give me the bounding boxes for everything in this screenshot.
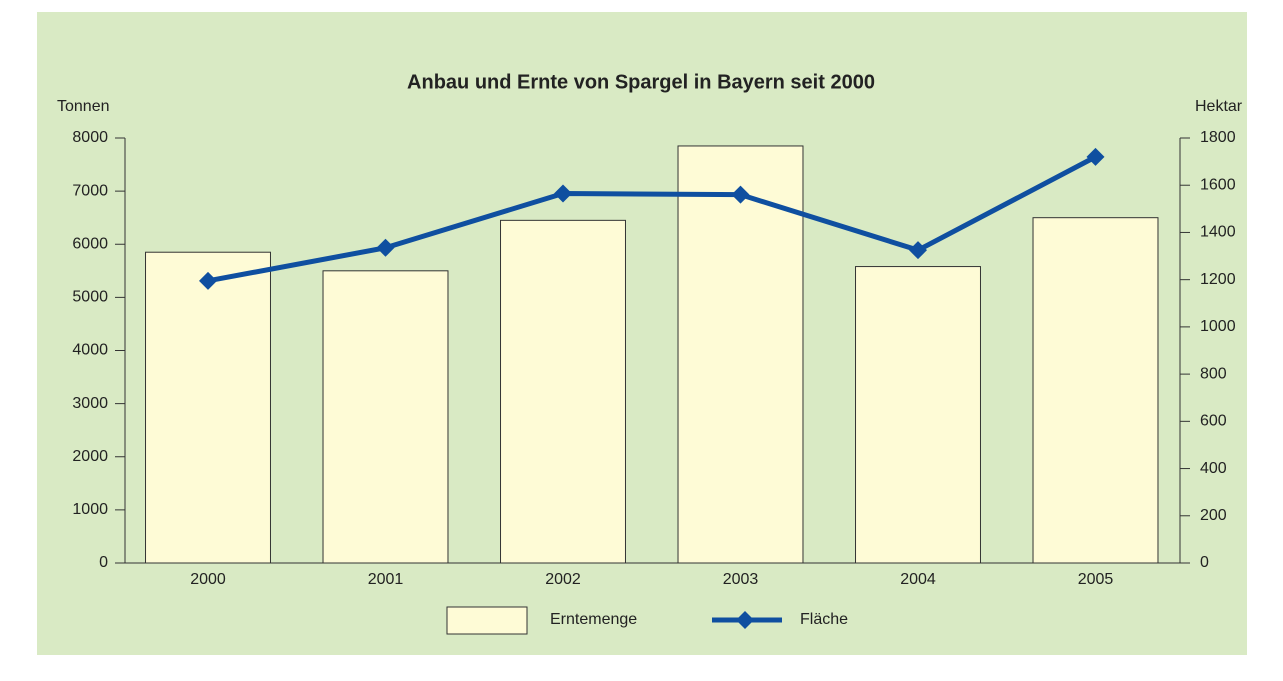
line-marker: [909, 241, 927, 260]
x-tick-label: 2002: [545, 571, 581, 588]
bar: [1032, 217, 1159, 564]
bar: [855, 266, 981, 564]
x-tick-label: 2003: [723, 571, 759, 588]
y2-tick-label: 1400: [1200, 224, 1236, 241]
y-tick-label: 2000: [72, 448, 108, 465]
legend-marker: [736, 611, 754, 629]
y2-axis-label: Hektar: [1195, 98, 1243, 115]
y2-tick-label: 800: [1200, 365, 1227, 382]
line-marker: [376, 238, 395, 257]
y2-tick-label: 1000: [1200, 318, 1236, 335]
x-tick-label: 2001: [368, 571, 404, 588]
legend-label: Erntemenge: [550, 611, 637, 628]
line-marker: [1086, 147, 1105, 166]
line-marker: [731, 185, 750, 204]
legend-swatch: [446, 606, 528, 635]
line-marker: [554, 184, 572, 203]
y-tick-label: 0: [99, 554, 108, 571]
y2-tick-label: 400: [1200, 460, 1227, 477]
y2-tick-label: 200: [1200, 507, 1227, 524]
y-tick-label: 3000: [72, 395, 108, 412]
y-tick-label: 4000: [72, 342, 108, 359]
y-axis-label: Tonnen: [57, 98, 110, 115]
chart-title: Anbau und Ernte von Spargel in Bayern se…: [407, 71, 875, 93]
y2-tick-label: 1600: [1200, 176, 1236, 193]
y-tick-label: 8000: [72, 129, 108, 146]
line-marker: [199, 271, 217, 290]
bar: [677, 145, 804, 564]
y2-tick-label: 1800: [1200, 129, 1236, 146]
legend-label: Fläche: [800, 611, 848, 628]
y-tick-label: 5000: [72, 289, 108, 306]
x-tick-label: 2005: [1078, 571, 1114, 588]
bar: [145, 251, 271, 564]
y-tick-label: 6000: [72, 235, 108, 252]
y-tick-label: 1000: [72, 501, 108, 518]
line: [207, 154, 1097, 284]
x-tick-label: 2004: [900, 571, 936, 588]
y2-tick-label: 1200: [1200, 271, 1236, 288]
x-tick-label: 2000: [190, 571, 226, 588]
bar: [322, 270, 449, 564]
bar: [500, 219, 626, 564]
y2-tick-label: 0: [1200, 554, 1209, 571]
y2-tick-label: 600: [1200, 413, 1227, 430]
y-tick-label: 7000: [72, 182, 108, 199]
